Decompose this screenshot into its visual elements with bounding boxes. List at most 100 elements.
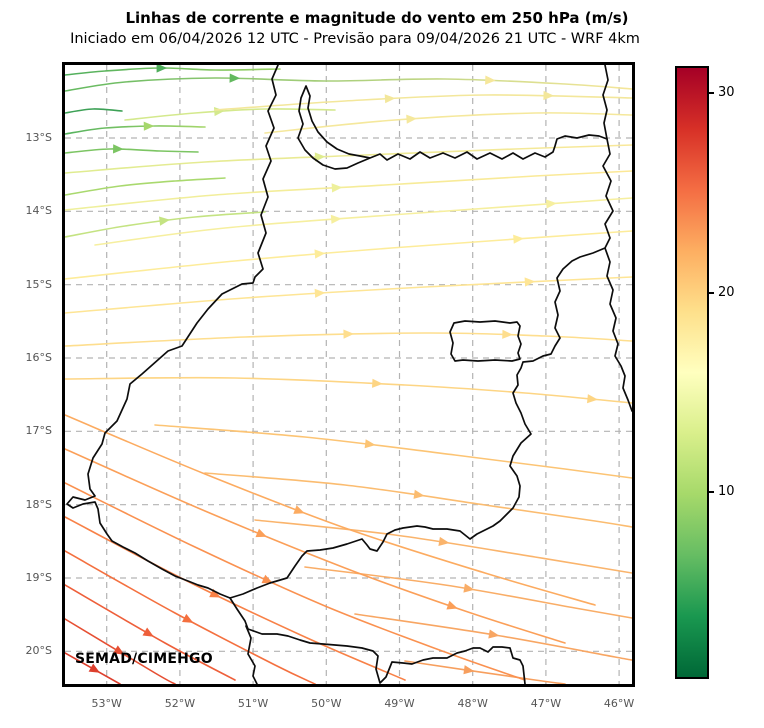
streamline-arrowhead (485, 75, 496, 85)
watermark-semad-cimehgo: SEMAD/CIMEHGO (75, 651, 213, 667)
streamline (65, 448, 566, 644)
streamline-arrowhead (463, 583, 475, 593)
streamline-arrowhead (372, 378, 383, 388)
colorbar-tick-label: 20 (718, 285, 735, 301)
streamline-arrowhead (156, 65, 168, 73)
streamline-arrowhead (438, 536, 450, 546)
border-south-neighbor-border (229, 597, 526, 684)
streamline (264, 112, 632, 134)
colorbar-tick-label: 30 (718, 84, 735, 100)
streamline (124, 108, 336, 121)
streamline-arrowhead (364, 439, 376, 449)
streamline-arrowhead (413, 489, 425, 499)
streamline-arrowhead (343, 329, 354, 339)
streamline-arrowhead (314, 249, 326, 259)
x-tick-label: 47°W (530, 697, 562, 710)
x-tick-label: 46°W (603, 697, 635, 710)
streamline (65, 148, 199, 154)
streamline (65, 67, 281, 76)
map-plot-area: SEMAD/CIMEHGO (62, 62, 635, 687)
streamline (65, 550, 316, 684)
streamline-arrowhead (113, 645, 125, 655)
colorbar-tick-label: 10 (718, 484, 735, 500)
x-tick-label: 50°W (311, 697, 342, 710)
streamline-arrowhead (214, 107, 225, 117)
streamline (65, 211, 266, 238)
streamline (214, 94, 632, 111)
y-tick-label: 13°S (25, 131, 52, 144)
streamline-arrowhead (261, 574, 273, 584)
y-tick-label: 18°S (25, 497, 52, 511)
x-tick-label: 52°W (164, 697, 196, 710)
y-tick-label: 15°S (25, 277, 52, 291)
streamline-arrowhead (314, 152, 326, 162)
streamline-arrowhead (502, 329, 513, 339)
streamline (65, 108, 123, 114)
streamline (65, 77, 632, 92)
border-goias-outline (66, 65, 614, 599)
colorbar (675, 66, 709, 679)
streamline-arrowhead (546, 199, 557, 209)
streamline-arrowhead (463, 665, 475, 675)
x-tick-label: 51°W (237, 697, 269, 710)
y-tick-label: 16°S (25, 351, 52, 364)
streamline-arrowhead (209, 588, 221, 598)
border-distrito-federal (449, 320, 522, 362)
colorbar-gradient (677, 68, 707, 677)
streamline (404, 660, 566, 684)
streamline-arrowhead (142, 627, 154, 637)
streamline (65, 584, 236, 681)
streamline-map-canvas (65, 65, 632, 684)
border-east-neighbor-border (604, 247, 632, 412)
colorbar-tick-mark (707, 491, 714, 494)
border-north-finger (602, 65, 609, 140)
streamline (65, 177, 226, 196)
y-tick-label: 20°S (25, 644, 52, 658)
y-tick-label: 14°S (25, 204, 52, 218)
streamline-arrowhead (587, 394, 598, 404)
streamline-arrowhead (113, 144, 124, 154)
streamline (65, 125, 206, 135)
streamline-arrowhead (384, 94, 396, 104)
streamline (65, 332, 632, 347)
streamline (65, 230, 632, 280)
streamline (65, 482, 526, 681)
border-southwest-neighbor-border (245, 625, 258, 684)
y-tick-label: 17°S (25, 424, 52, 438)
streamline (65, 376, 632, 404)
streamline (204, 472, 632, 528)
streamline-arrowhead (513, 234, 524, 244)
x-tick-label: 49°W (384, 697, 415, 710)
streamline-arrowhead (229, 73, 241, 83)
streamline-arrowhead (182, 613, 194, 623)
streamline (354, 613, 632, 661)
streamline-arrowhead (293, 505, 305, 514)
streamline (65, 144, 632, 174)
streamline (65, 414, 596, 606)
streamline (154, 424, 632, 479)
colorbar-tick-mark (707, 292, 714, 295)
streamline-arrowhead (159, 216, 170, 226)
chart-title: Linhas de corrente e magnitude do vento … (125, 9, 629, 27)
streamline (304, 566, 632, 619)
streamline-arrowhead (314, 288, 326, 298)
streamline-arrowhead (88, 663, 100, 673)
colorbar-tick-mark (707, 91, 714, 94)
streamline-arrowhead (488, 629, 500, 639)
x-tick-label: 53°W (91, 697, 122, 710)
chart-subtitle: Iniciado em 06/04/2026 12 UTC - Previsão… (70, 31, 640, 47)
x-tick-label: 48°W (457, 697, 488, 710)
streamline (254, 519, 632, 574)
streamline (65, 618, 176, 684)
streamline-arrowhead (331, 183, 343, 193)
streamline-arrowhead (543, 90, 554, 101)
streamline-arrowhead (255, 528, 267, 538)
streamline-arrowhead (330, 214, 342, 224)
streamline-arrowhead (446, 600, 458, 610)
streamline (65, 170, 632, 211)
y-tick-label: 19°S (25, 571, 52, 584)
streamline-arrowhead (406, 114, 417, 124)
streamline-arrowhead (143, 121, 155, 131)
streamline-arrowhead (524, 277, 536, 287)
